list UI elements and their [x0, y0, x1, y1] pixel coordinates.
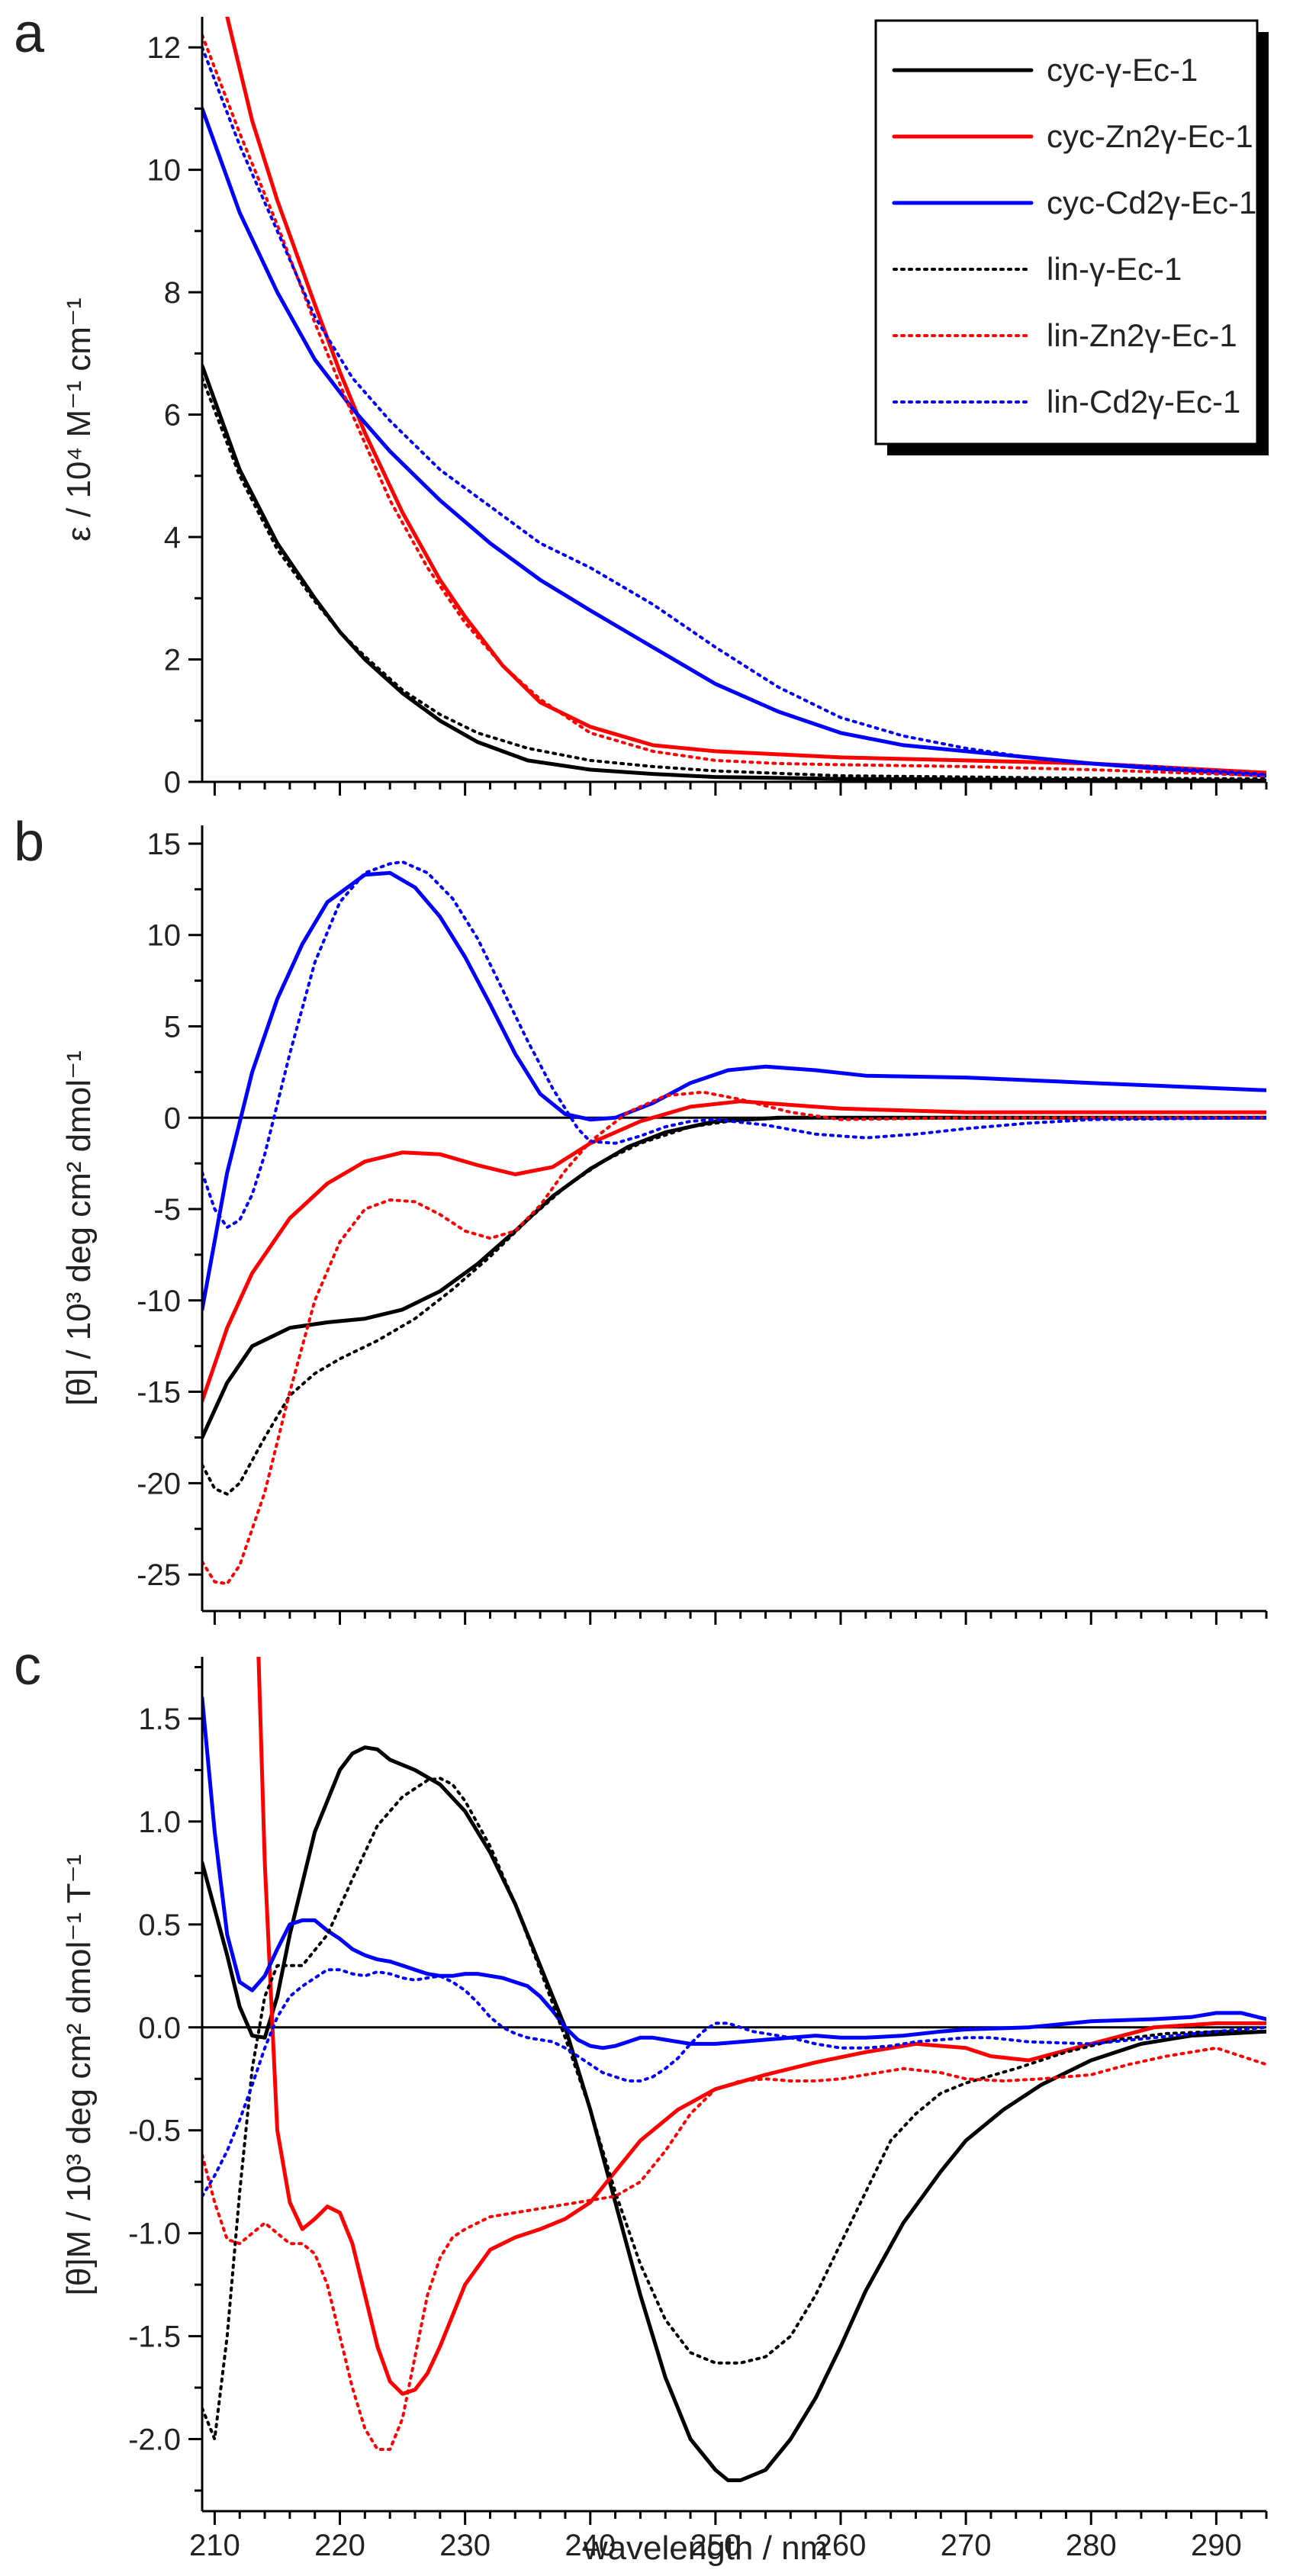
panel-a-series-layer	[202, 17, 1266, 782]
x-tick-label: 210	[189, 2529, 240, 2562]
panel-c-series-6	[202, 1968, 1266, 2198]
panel-c-series-1	[202, 1745, 1266, 2482]
x-tick-label: 240	[565, 2529, 616, 2562]
panel-c-axes-layer: 210 220 230 240 250 260 270 280 290 -2.0 -1.5 -1.0 -…	[128, 1657, 1268, 2562]
x-tick-label: 250	[690, 2529, 742, 2562]
panel-c-y-tick-label: -0.5	[128, 2115, 181, 2148]
panel-c-y-tick-label: 0.5	[138, 1909, 181, 1942]
panel-a-y-tick-label: 2	[164, 644, 181, 677]
panel-a-series-1	[202, 363, 1266, 782]
panel-c-series-5	[202, 2046, 1266, 2451]
legend-entry-1: cyc-γ-Ec-1	[1047, 52, 1198, 88]
panel-b-y-tick-label: -25	[137, 1558, 181, 1592]
panel-b-series-6	[202, 860, 1266, 1229]
panel-b-y-tick-label: -10	[137, 1285, 181, 1318]
x-tick-label: 260	[815, 2529, 867, 2562]
panel-c-series-layer	[202, 1657, 1266, 2482]
panel-b-y-tick-label: 15	[147, 828, 182, 861]
panel-c: [θ]M / 10³ deg cm² dmol⁻¹ T⁻¹ 210 220 230 2…	[60, 1657, 1268, 2567]
panel-b-y-tick-label: 5	[164, 1010, 181, 1044]
panel-b: [θ] / 10³ deg cm² dmol⁻¹ -25 -20 -15 -10 -5 0…	[60, 825, 1268, 1625]
panel-a-y-tick-label: 6	[164, 399, 181, 433]
panel-a-series-4	[202, 376, 1266, 780]
panel-c-series-2	[256, 1657, 1266, 2396]
panel-label-a: a	[14, 3, 45, 64]
panel-b-y-tick-label: -5	[153, 1193, 181, 1227]
panel-a-axes-layer: 0 2 4 6 8 10 12	[147, 17, 1268, 799]
panel-label-b: b	[14, 812, 44, 873]
panel-b-y-tick-label: 0	[164, 1101, 181, 1135]
panel-c-ylabel: [θ]M / 10³ deg cm² dmol⁻¹ T⁻¹	[60, 1854, 98, 2296]
panel-c-series-3	[202, 1696, 1266, 2050]
legend-entry-3: cyc-Cd2γ-Ec-1	[1047, 185, 1256, 220]
panel-a-y-tick-label: 8	[164, 276, 181, 310]
panel-a: ε / 10⁴ M⁻¹ cm⁻¹ 0 2 4 6 8 10 12	[60, 17, 1268, 799]
legend-entry-2: cyc-Zn2γ-Ec-1	[1047, 118, 1253, 154]
panel-b-series-2	[202, 1099, 1266, 1403]
panel-b-y-tick-label: -20	[137, 1467, 181, 1500]
x-tick-label: 270	[941, 2529, 992, 2562]
panel-a-y-tick-label: 12	[147, 31, 182, 65]
panel-a-y-tick-label: 0	[164, 766, 181, 799]
x-tick-label: 280	[1066, 2529, 1117, 2562]
legend-entries: cyc-γ-Ec-1 cyc-Zn2γ-Ec-1 cyc-Cd2γ-Ec-1 lin-…	[892, 52, 1256, 420]
legend-entry-4: lin-γ-Ec-1	[1047, 251, 1182, 287]
panel-c-y-tick-label: -1.0	[128, 2217, 181, 2251]
panel-c-y-tick-label: 1.5	[138, 1703, 181, 1736]
x-axis-title: wavelength / nm	[583, 2529, 828, 2567]
panel-b-y-tick-label: -15	[137, 1376, 181, 1410]
panel-b-axes-layer: -25 -20 -15 -10 -5 0 5 10 15	[137, 825, 1268, 1625]
panel-b-series-4	[202, 1116, 1266, 1496]
legend: cyc-γ-Ec-1 cyc-Zn2γ-Ec-1 cyc-Cd2γ-Ec-1 lin-…	[874, 19, 1269, 455]
panel-c-y-tick-label: -2.0	[128, 2423, 181, 2457]
panel-c-y-tick-label: -1.5	[128, 2320, 181, 2354]
panel-b-y-tick-label: 10	[147, 919, 182, 953]
panel-label-c: c	[14, 1635, 41, 1696]
panel-a-series-6	[202, 46, 1266, 777]
panel-a-ylabel: ε / 10⁴ M⁻¹ cm⁻¹	[60, 297, 98, 542]
panel-a-series-5	[202, 34, 1266, 777]
panel-c-y-tick-label: 1.0	[138, 1806, 181, 1839]
panel-a-y-tick-label: 10	[147, 154, 182, 188]
panel-c-series-4	[202, 1777, 1266, 2441]
legend-entry-5: lin-Zn2γ-Ec-1	[1047, 317, 1237, 353]
panel-c-y-tick-label: 0.0	[138, 2012, 181, 2045]
x-tick-label: 220	[314, 2529, 365, 2562]
panel-a-y-tick-label: 4	[164, 521, 181, 555]
x-tick-label: 290	[1191, 2529, 1242, 2562]
legend-entry-6: lin-Cd2γ-Ec-1	[1047, 384, 1240, 420]
panel-b-ylabel: [θ] / 10³ deg cm² dmol⁻¹	[60, 1050, 98, 1406]
panel-b-series-3	[202, 870, 1266, 1312]
panel-b-series-layer	[202, 860, 1266, 1586]
x-tick-label: 230	[439, 2529, 491, 2562]
panel-b-series-5	[202, 1090, 1266, 1586]
legend-box	[874, 19, 1259, 445]
